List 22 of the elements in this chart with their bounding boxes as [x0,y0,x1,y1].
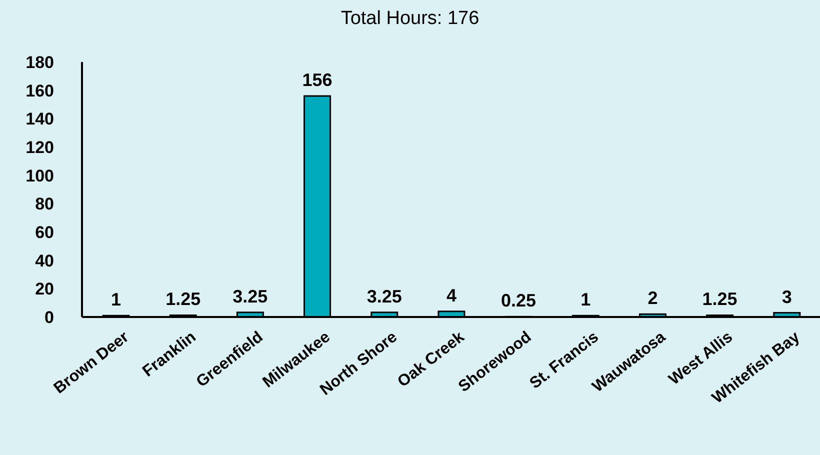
data-label: 2 [648,288,658,308]
y-tick-label: 100 [26,166,54,186]
data-label: 0.25 [501,290,536,311]
y-tick-label: 140 [26,110,54,129]
data-label: 1.25 [166,289,201,310]
data-label: 1 [110,290,122,310]
y-tick-label: 0 [44,308,54,328]
y-tick-label: 60 [35,223,54,242]
data-label: 3.25 [366,286,402,306]
data-label: 3 [782,286,792,307]
chart-title: Total Hours: 176 [340,8,480,30]
data-label: 4 [446,285,456,306]
y-tick-label: 120 [26,138,54,158]
y-tick-label: 180 [26,53,54,72]
y-tick-label: 20 [35,280,54,299]
data-label: 1.25 [702,289,738,310]
y-tick-label: 160 [26,81,54,100]
data-label: 156 [302,70,332,90]
data-label: 3.25 [232,286,268,306]
y-tick-label: 40 [35,251,54,270]
y-tick-label: 80 [35,194,54,214]
data-label: 1 [580,290,591,310]
